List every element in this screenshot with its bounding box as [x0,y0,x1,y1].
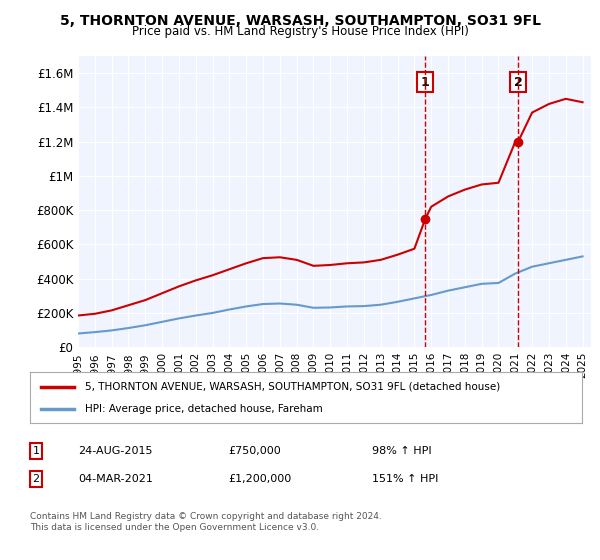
Text: 1: 1 [32,446,40,456]
Text: 04-MAR-2021: 04-MAR-2021 [78,474,153,484]
Text: £1,200,000: £1,200,000 [228,474,291,484]
Text: Contains HM Land Registry data © Crown copyright and database right 2024.
This d: Contains HM Land Registry data © Crown c… [30,512,382,532]
Text: 24-AUG-2015: 24-AUG-2015 [78,446,152,456]
Text: HPI: Average price, detached house, Fareham: HPI: Average price, detached house, Fare… [85,404,323,414]
Text: 2: 2 [32,474,40,484]
Text: 1: 1 [421,76,430,88]
Text: 151% ↑ HPI: 151% ↑ HPI [372,474,439,484]
Text: 5, THORNTON AVENUE, WARSASH, SOUTHAMPTON, SO31 9FL: 5, THORNTON AVENUE, WARSASH, SOUTHAMPTON… [59,14,541,28]
Text: £750,000: £750,000 [228,446,281,456]
Text: 5, THORNTON AVENUE, WARSASH, SOUTHAMPTON, SO31 9FL (detached house): 5, THORNTON AVENUE, WARSASH, SOUTHAMPTON… [85,381,500,391]
Text: Price paid vs. HM Land Registry's House Price Index (HPI): Price paid vs. HM Land Registry's House … [131,25,469,38]
Text: 98% ↑ HPI: 98% ↑ HPI [372,446,431,456]
Text: 2: 2 [514,76,523,88]
